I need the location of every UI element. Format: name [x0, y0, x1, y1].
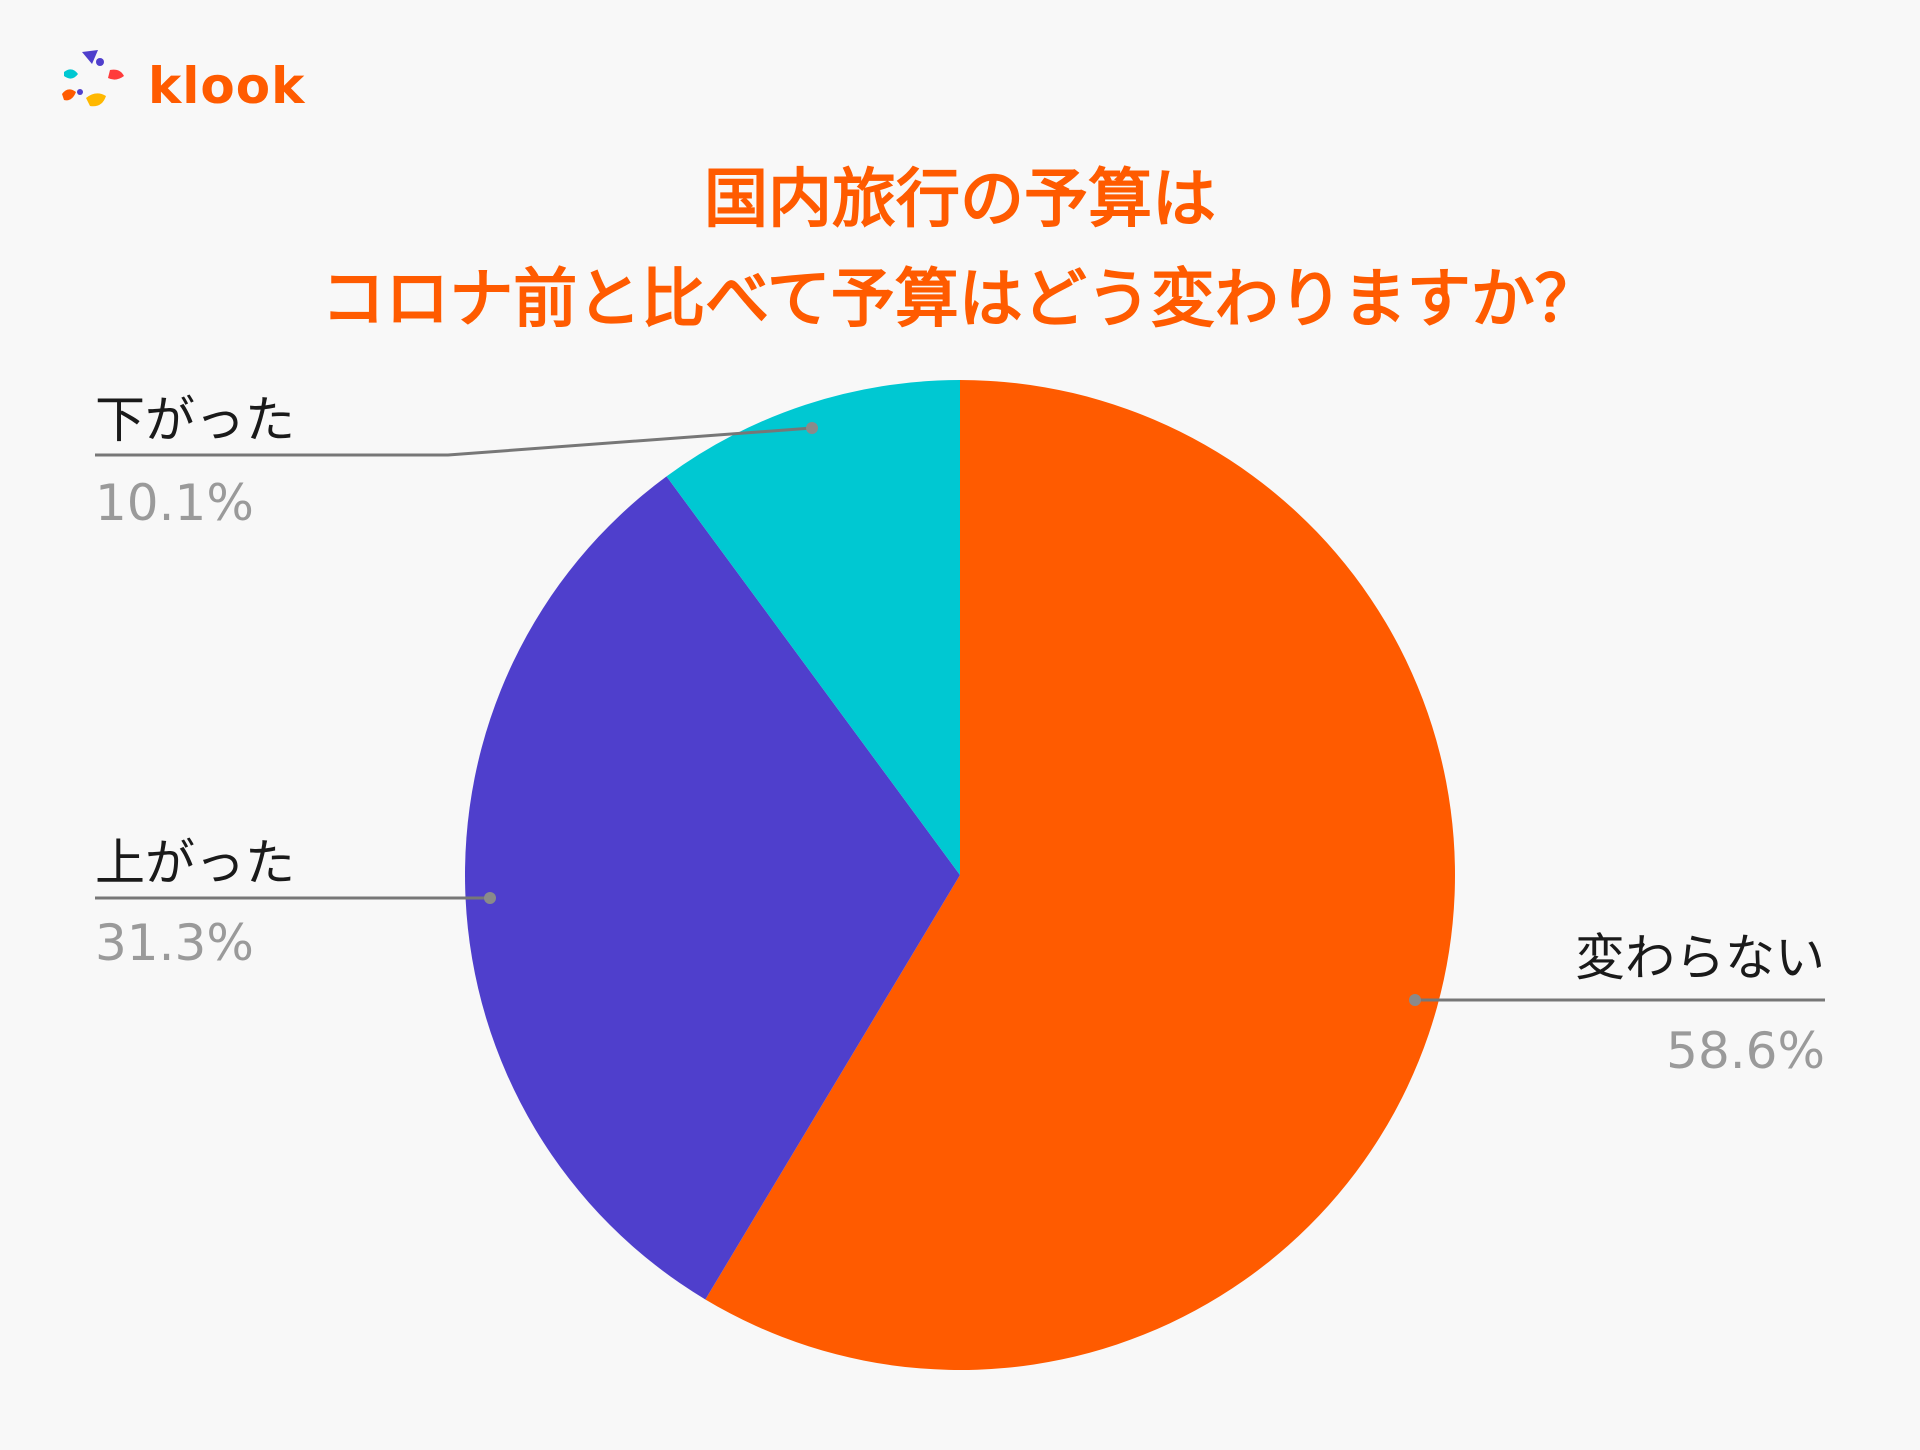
klook-logo-icon	[62, 50, 124, 107]
slice-value-2: 31.3%	[95, 914, 254, 972]
slice-label-1: 変わらない	[1575, 929, 1825, 987]
slice-label-3: 下がった	[95, 391, 295, 449]
title-line-2: コロナ前と比べて予算はどう変わりますか？	[321, 263, 1599, 337]
leader-line-3	[95, 426, 813, 457]
pie-slice-2	[465, 476, 960, 1300]
pie-slice-1	[705, 380, 1455, 1370]
slice-value-3: 10.1%	[95, 474, 254, 532]
slice-label-2: 上がった	[95, 834, 295, 892]
logo-wordmark: klook	[148, 57, 306, 115]
leader-dot-1	[1409, 994, 1421, 1006]
leader-dot-3	[806, 422, 818, 434]
pie-slice-3	[666, 380, 960, 875]
slice-value-1: 58.6%	[1666, 1022, 1825, 1080]
leader-dot-2	[484, 892, 496, 904]
title-line-1: 国内旅行の予算は	[704, 163, 1216, 237]
chart-title: 国内旅行の予算は コロナ前と比べて予算はどう変わりますか？	[0, 150, 1920, 350]
